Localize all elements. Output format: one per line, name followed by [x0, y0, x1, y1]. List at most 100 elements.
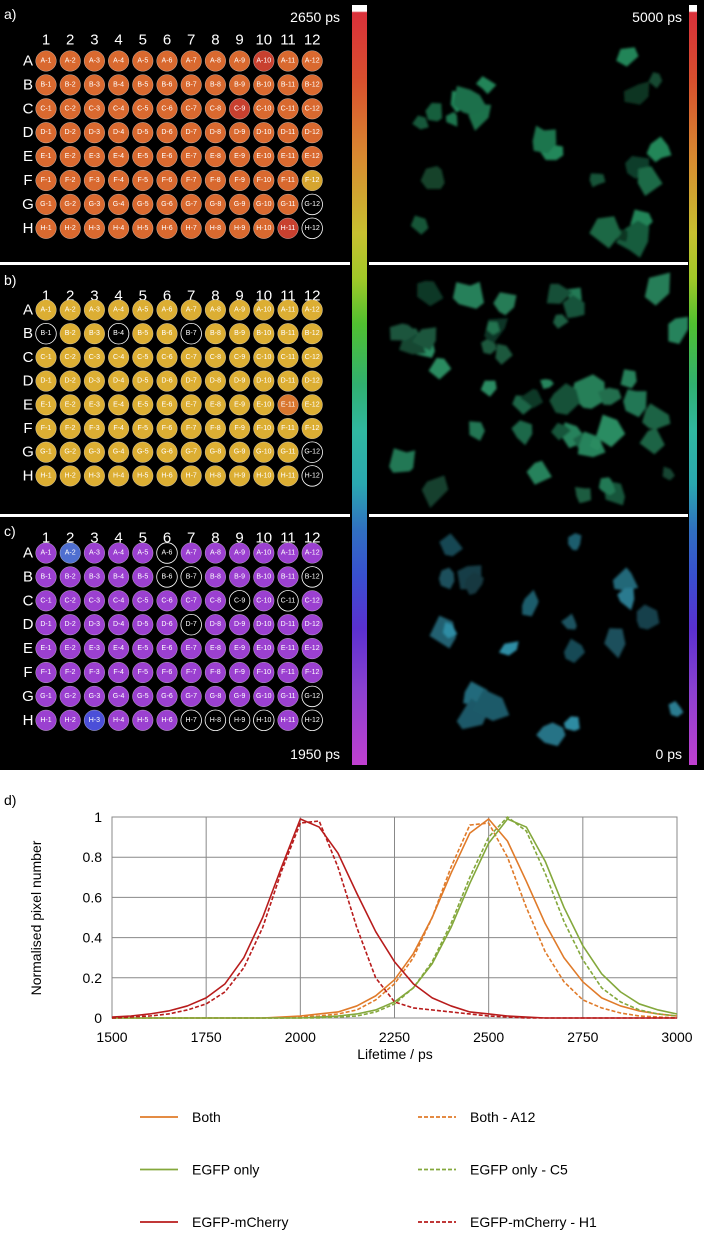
well-label: B-7 — [186, 330, 197, 337]
well-label: H-4 — [113, 717, 124, 724]
well-label: C-10 — [256, 105, 271, 112]
well-label: H-3 — [89, 225, 100, 232]
plate-column-label: 12 — [304, 32, 321, 49]
well-label: D-8 — [210, 129, 221, 136]
well-label: E-7 — [186, 153, 197, 160]
well-label: C-3 — [89, 105, 100, 112]
x-tick-label: 1500 — [96, 1029, 127, 1045]
well-label: C-9 — [234, 354, 245, 361]
well-label: F-10 — [257, 177, 272, 184]
well-label: G-5 — [137, 449, 149, 456]
image-colorbar — [689, 5, 697, 765]
legend-label: Both - A12 — [470, 1109, 536, 1125]
well-label: F-8 — [210, 177, 221, 184]
well-label: G-9 — [234, 201, 246, 208]
well-label: G-10 — [256, 449, 272, 456]
well-label: E-10 — [256, 645, 271, 652]
well-label: F-7 — [186, 425, 197, 432]
well-label: G-8 — [210, 693, 222, 700]
well-label: B-6 — [162, 573, 173, 580]
well-label: B-7 — [186, 573, 197, 580]
plate-row-label: E — [23, 640, 33, 657]
y-tick-label: 1 — [94, 809, 102, 825]
panel-label: d) — [4, 792, 16, 808]
well-label: A-9 — [234, 307, 245, 314]
well-label: A-1 — [41, 550, 52, 557]
well-label: G-5 — [137, 693, 149, 700]
well-label: G-7 — [185, 449, 197, 456]
well-label: F-12 — [305, 177, 320, 184]
well-label: B-9 — [234, 330, 245, 337]
well-label: E-11 — [281, 401, 295, 408]
well-label: F-1 — [41, 669, 52, 676]
well-label: F-11 — [281, 669, 295, 676]
plate-column-label: 11 — [280, 32, 296, 49]
well-label: E-11 — [281, 645, 295, 652]
well-label: A-2 — [65, 307, 76, 314]
well-label: C-7 — [186, 354, 197, 361]
well-label: H-2 — [65, 472, 76, 479]
well-label: E-6 — [162, 401, 173, 408]
well-label: G-10 — [256, 693, 272, 700]
well-label: H-12 — [305, 225, 320, 232]
well-label: E-1 — [41, 645, 52, 652]
well-label: E-4 — [113, 153, 124, 160]
plate-colorbar — [352, 5, 367, 765]
plate-row-label: H — [23, 712, 34, 729]
well-label: E-8 — [210, 401, 221, 408]
plate-row-label: A — [23, 53, 33, 70]
well-label: F-6 — [162, 425, 173, 432]
well-label: B-4 — [113, 573, 124, 580]
well-label: G-12 — [304, 693, 320, 700]
well-label: A-5 — [137, 58, 148, 65]
plate-row-label: E — [23, 148, 33, 165]
well-label: G-7 — [185, 693, 197, 700]
well-label: H-12 — [305, 472, 320, 479]
x-tick-label: 2000 — [285, 1029, 316, 1045]
well-label: A-4 — [113, 550, 124, 557]
well-label: H-9 — [234, 717, 245, 724]
well-label: B-12 — [305, 330, 320, 337]
well-label: D-6 — [161, 621, 172, 628]
well-label: D-7 — [186, 129, 197, 136]
plate-row-label: C — [23, 349, 34, 366]
well-label: A-10 — [256, 307, 271, 314]
well-label: A-12 — [305, 550, 320, 557]
well-label: F-6 — [162, 669, 173, 676]
well-label: D-12 — [305, 621, 320, 628]
well-label: H-10 — [256, 472, 271, 479]
well-label: B-7 — [186, 81, 197, 88]
plate-row-label: D — [23, 373, 34, 390]
well-label: G-2 — [64, 201, 76, 208]
well-label: H-3 — [89, 717, 100, 724]
well-label: D-1 — [40, 129, 51, 136]
image-scale-max: 5000 ps — [632, 9, 682, 25]
well-label: F-2 — [65, 425, 76, 432]
well-label: H-6 — [161, 472, 172, 479]
well-label: G-1 — [40, 693, 52, 700]
well-label: B-4 — [113, 81, 124, 88]
well-label: D-12 — [305, 378, 320, 385]
well-label: F-3 — [89, 425, 100, 432]
well-label: C-6 — [161, 597, 172, 604]
well-label: B-2 — [65, 81, 76, 88]
y-tick-label: 0.6 — [83, 889, 103, 905]
well-label: C-1 — [40, 105, 51, 112]
well-label: A-6 — [162, 58, 173, 65]
well-label: B-5 — [137, 330, 148, 337]
well-label: C-7 — [186, 105, 197, 112]
well-label: F-9 — [234, 669, 245, 676]
well-label: H-11 — [281, 717, 296, 724]
well-label: C-5 — [137, 354, 148, 361]
well-label: A-3 — [89, 58, 100, 65]
well-label: G-7 — [185, 201, 197, 208]
well-label: F-12 — [305, 669, 320, 676]
plate-column-label: 7 — [187, 32, 195, 49]
well-label: A-3 — [89, 307, 100, 314]
well-label: G-1 — [40, 449, 52, 456]
plate-row-label: B — [23, 325, 33, 342]
plate-column-label: 4 — [114, 32, 122, 49]
well-label: A-1 — [41, 58, 52, 65]
well-label: B-11 — [281, 81, 295, 88]
well-label: C-8 — [210, 105, 221, 112]
